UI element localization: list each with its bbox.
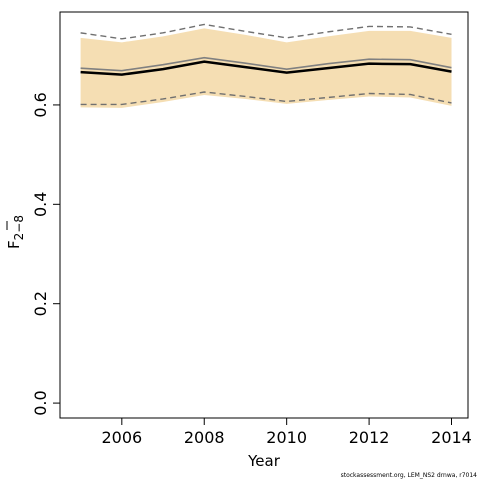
confidence-band bbox=[80, 28, 452, 108]
series-line-reference bbox=[80, 56, 452, 72]
y-tick-label: 0.0 bbox=[31, 390, 50, 415]
y-axis-title-sub: 2−8 bbox=[12, 215, 26, 240]
y-axis-title: F2−8 bbox=[5, 215, 26, 249]
plot-frame bbox=[59, 11, 469, 419]
y-axis-title-main: F bbox=[5, 240, 23, 249]
series-line-upper-interval bbox=[80, 23, 452, 40]
x-tick-label: 2008 bbox=[184, 428, 225, 447]
x-tick-label: 2006 bbox=[101, 428, 142, 447]
x-tick-label: 2012 bbox=[349, 428, 390, 447]
x-axis-title: Year bbox=[247, 452, 281, 470]
series-line-point-estimate bbox=[80, 60, 452, 76]
footer-credit: stockassessment.org, LEM_NS2 drnwa, r701… bbox=[340, 472, 477, 479]
x-tick-label: 2014 bbox=[431, 428, 472, 447]
series-line-lower-interval bbox=[80, 91, 452, 106]
y-tick-label: 0.2 bbox=[31, 291, 50, 316]
svg-text:F2−8: F2−8 bbox=[5, 215, 26, 249]
y-tick-label: 0.6 bbox=[31, 92, 50, 117]
y-tick-label: 0.4 bbox=[31, 192, 50, 217]
x-tick-label: 2010 bbox=[266, 428, 307, 447]
